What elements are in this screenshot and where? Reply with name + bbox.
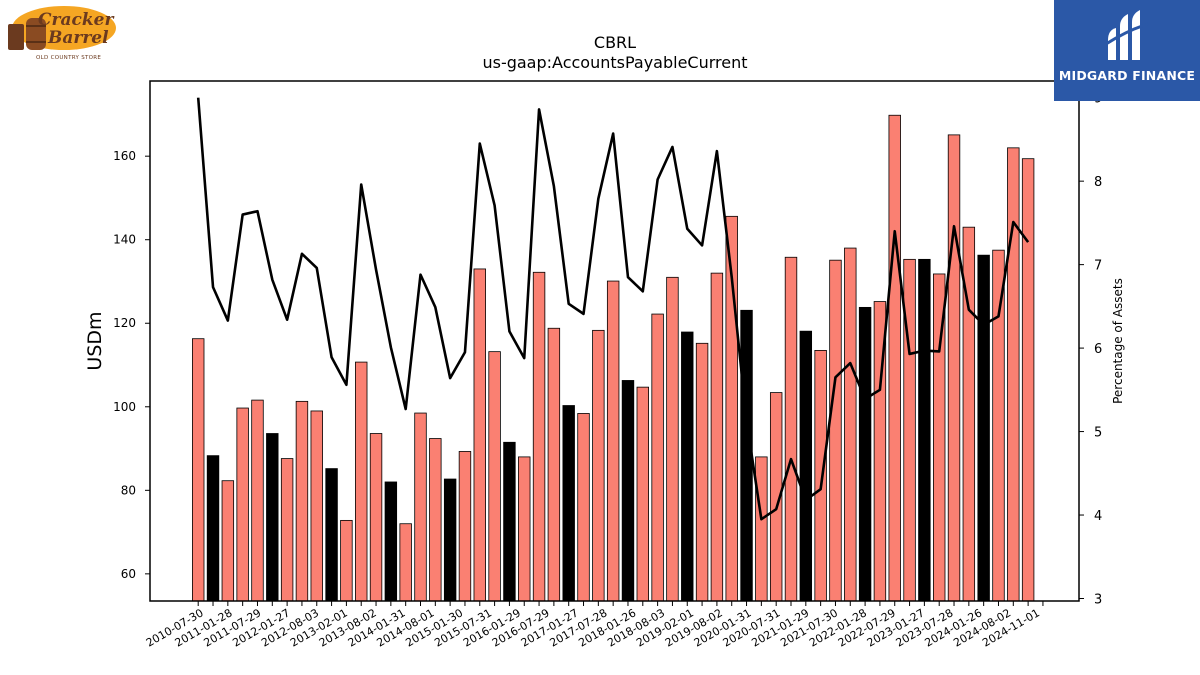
bar [384, 481, 398, 602]
bar [458, 451, 472, 602]
bar [532, 271, 546, 602]
bar [547, 327, 561, 602]
y2-tick-label: 6 [1094, 342, 1102, 357]
bar [562, 405, 575, 602]
bar [325, 468, 338, 602]
bar [577, 413, 590, 602]
bar [695, 342, 709, 602]
bar [1021, 158, 1035, 602]
percentage-line [196, 97, 1030, 521]
bar [858, 306, 872, 602]
logo-left-top-word: Cracker [38, 10, 114, 30]
bar [992, 249, 1005, 602]
y-tick-label: 100 [113, 400, 136, 414]
y2-tick-label: 7 [1094, 259, 1102, 274]
y-axis-label: USDm [84, 311, 106, 370]
bar [191, 338, 205, 602]
bar [592, 329, 605, 602]
bar [221, 480, 235, 602]
y2-tick-label: 3 [1094, 592, 1102, 607]
bar [844, 247, 857, 602]
y2-tick-label: 4 [1094, 509, 1102, 524]
bar [977, 254, 990, 602]
bar [443, 478, 457, 602]
bar [784, 256, 798, 602]
y-tick-label: 120 [113, 316, 136, 330]
bar [340, 519, 353, 602]
y-tick-label: 160 [113, 149, 136, 163]
y-tick-label: 60 [121, 567, 136, 581]
bar [369, 433, 383, 602]
bar [310, 410, 323, 602]
bar [666, 276, 679, 602]
logo-left-bottom-word: Barrel [48, 28, 109, 48]
bar [918, 258, 931, 602]
bar [651, 313, 664, 602]
bar [236, 407, 249, 602]
y-axis-right: 3456789 [1079, 92, 1102, 607]
bar [814, 349, 827, 602]
y2-tick-label: 5 [1094, 426, 1102, 441]
plot-frame [149, 80, 1080, 602]
bar [621, 380, 635, 602]
bar [710, 272, 724, 602]
cracker-barrel-logo: Cracker Barrel OLD COUNTRY STORE [4, 4, 116, 64]
bar [429, 438, 442, 602]
bar [399, 523, 412, 602]
midgard-finance-name: MIDGARD FINANCE [1058, 68, 1196, 83]
logo-left-tagline: OLD COUNTRY STORE [36, 55, 102, 61]
bar [829, 259, 842, 602]
bar [518, 456, 531, 602]
x-axis: 2010-07-302011-01-282011-07-292012-01-27… [144, 601, 1044, 650]
bar [888, 114, 901, 602]
bar [681, 331, 694, 602]
bar [206, 455, 220, 602]
bar [606, 280, 620, 602]
bars-layer [191, 114, 1035, 602]
bar [280, 458, 294, 602]
line-layer [196, 97, 1030, 521]
y-axis-left: 60 80 100 120 140 160 [113, 149, 150, 581]
bar [251, 399, 264, 602]
bar [473, 268, 486, 602]
midgard-finance-logo: MIDGARD FINANCE [1054, 0, 1200, 101]
bar [488, 351, 501, 602]
chart-title: CBRL [594, 33, 636, 52]
bar [414, 412, 427, 602]
y-tick-label: 80 [121, 483, 136, 497]
bar [947, 134, 961, 602]
barrel-icon [8, 6, 116, 50]
bar [266, 433, 279, 602]
bar [295, 400, 309, 602]
bar [799, 330, 813, 602]
bar [503, 441, 516, 602]
y-tick-label: 140 [113, 233, 136, 247]
bar [1007, 147, 1020, 602]
bar [355, 361, 368, 602]
chart-subtitle: us-gaap:AccountsPayableCurrent [482, 53, 747, 72]
bar [636, 386, 650, 602]
bar [755, 456, 768, 602]
y2-tick-label: 8 [1094, 175, 1102, 190]
midgard-mark-icon [1105, 10, 1149, 60]
y2-axis-label: Percentage of Assets [1111, 278, 1125, 404]
